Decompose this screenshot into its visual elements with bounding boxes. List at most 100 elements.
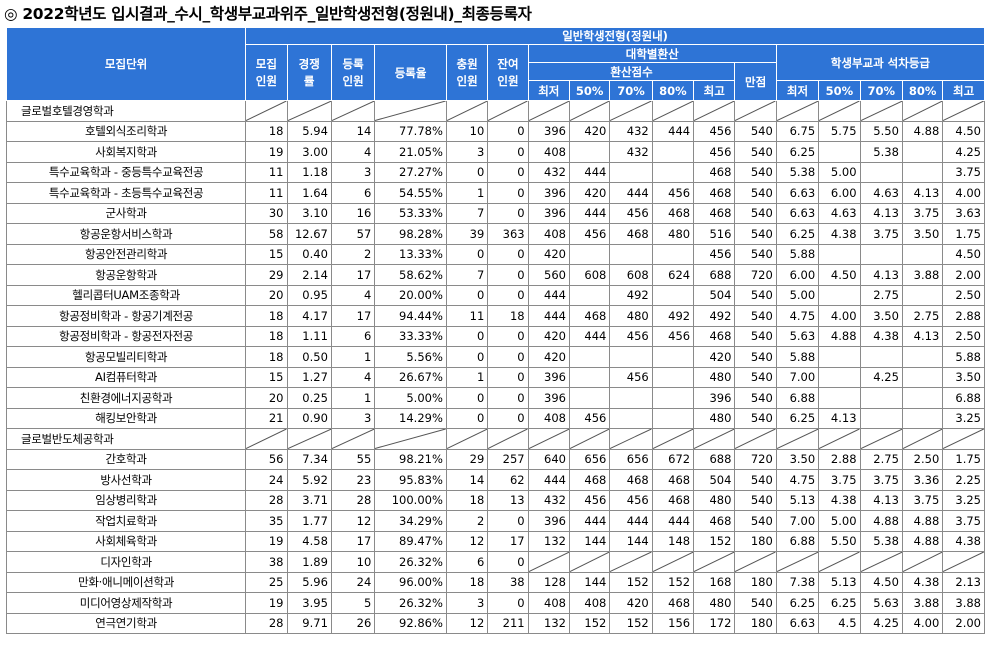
value-cell: 38 bbox=[245, 551, 288, 573]
value-cell: 6.75 bbox=[775, 120, 820, 142]
table-row: 간호학과 56 7.34 55 98.21% 29 257 640 656 656 672 688 72… bbox=[5, 448, 985, 470]
value-cell: 0 bbox=[487, 243, 529, 265]
empty-cell bbox=[734, 428, 777, 450]
unit-name-cell: 사회체육학과 bbox=[5, 530, 247, 552]
value-cell: 3.50 bbox=[775, 448, 820, 470]
value-cell: 0.50 bbox=[286, 346, 332, 368]
value-cell: 444 bbox=[568, 325, 611, 347]
value-cell: 480 bbox=[693, 592, 736, 614]
value-cell: 0 bbox=[487, 387, 529, 409]
value-cell: 89.47% bbox=[374, 530, 447, 552]
unit-name-cell: 헬리콥터UAM조종학과 bbox=[5, 284, 247, 306]
value-cell: 560 bbox=[527, 264, 570, 286]
value-cell: 444 bbox=[609, 510, 653, 532]
value-cell: 1.18 bbox=[286, 161, 332, 183]
value-cell: 7.00 bbox=[775, 366, 820, 388]
value-cell: 12.67 bbox=[286, 223, 332, 245]
value-cell: 15 bbox=[245, 243, 288, 265]
empty-cell bbox=[942, 428, 985, 450]
empty-cell bbox=[901, 551, 944, 573]
value-cell: 95.83% bbox=[374, 469, 447, 491]
value-cell: 18 bbox=[245, 346, 288, 368]
value-cell: 4 bbox=[330, 141, 376, 163]
value-cell: 4.50 bbox=[942, 120, 985, 142]
value-cell: 144 bbox=[568, 530, 611, 552]
value-cell: 0 bbox=[487, 510, 529, 532]
value-cell: 26.67% bbox=[374, 366, 447, 388]
value-cell: 11 bbox=[445, 305, 489, 327]
unit-name-cell: 연극연기학과 bbox=[5, 612, 247, 634]
value-cell: 1.27 bbox=[286, 366, 332, 388]
value-cell: 144 bbox=[568, 571, 611, 593]
value-cell: 3.88 bbox=[901, 592, 944, 614]
value-cell: 3.88 bbox=[901, 264, 944, 286]
empty-cell bbox=[734, 551, 777, 573]
value-cell: 6.25 bbox=[775, 141, 820, 163]
value-cell: 672 bbox=[651, 448, 695, 470]
value-cell: 432 bbox=[527, 161, 570, 183]
value-cell: 688 bbox=[693, 264, 736, 286]
value-cell: 688 bbox=[693, 448, 736, 470]
value-cell: 444 bbox=[527, 284, 570, 306]
value-cell: 4.13 bbox=[859, 264, 903, 286]
value-cell: 6 bbox=[330, 325, 376, 347]
value-cell: 5.00 bbox=[775, 284, 820, 306]
value-cell: 5.56% bbox=[374, 346, 447, 368]
value-cell: 4.75 bbox=[775, 469, 820, 491]
value-cell: 17 bbox=[330, 305, 376, 327]
value-cell: 21 bbox=[245, 407, 288, 429]
value-cell: 444 bbox=[527, 469, 570, 491]
value-cell: 432 bbox=[609, 120, 653, 142]
value-cell bbox=[609, 161, 653, 183]
value-cell: 468 bbox=[651, 592, 695, 614]
value-cell: 18 bbox=[245, 305, 288, 327]
value-cell: 98.28% bbox=[374, 223, 447, 245]
value-cell: 4.00 bbox=[942, 182, 985, 204]
value-cell: 6.88 bbox=[775, 387, 820, 409]
value-cell: 156 bbox=[651, 612, 695, 634]
value-cell: 4.17 bbox=[286, 305, 332, 327]
empty-cell bbox=[487, 428, 529, 450]
value-cell: 540 bbox=[734, 120, 777, 142]
value-cell bbox=[568, 243, 611, 265]
value-cell bbox=[901, 284, 944, 306]
value-cell: 0.90 bbox=[286, 407, 332, 429]
value-cell: 5.88 bbox=[775, 243, 820, 265]
table-row: 항공정비학과 - 항공전자전공 18 1.11 6 33.33% 0 0 420 444 456 4… bbox=[5, 325, 985, 347]
unit-name-cell: 특수교육학과 - 초등특수교육전공 bbox=[5, 182, 247, 204]
value-cell: 492 bbox=[693, 305, 736, 327]
value-cell bbox=[568, 141, 611, 163]
value-cell: 19 bbox=[245, 141, 288, 163]
value-cell: 28 bbox=[245, 489, 288, 511]
value-cell: 0 bbox=[487, 182, 529, 204]
table-row: 미디어영상제작학과 19 3.95 5 26.32% 3 0 408 408 420 468 480 5… bbox=[5, 592, 985, 614]
value-cell: 3 bbox=[445, 141, 489, 163]
value-cell: 540 bbox=[734, 489, 777, 511]
value-cell bbox=[859, 346, 903, 368]
value-cell: 6.00 bbox=[818, 182, 861, 204]
value-cell: 0 bbox=[487, 407, 529, 429]
value-cell: 17 bbox=[330, 530, 376, 552]
value-cell: 5.13 bbox=[818, 571, 861, 593]
value-cell: 492 bbox=[651, 305, 695, 327]
value-cell: 2.88 bbox=[942, 305, 985, 327]
value-cell: 2.13 bbox=[942, 571, 985, 593]
value-cell: 0 bbox=[445, 284, 489, 306]
value-cell bbox=[818, 366, 861, 388]
unit-name-cell: 글로벌반도체공학과 bbox=[5, 428, 247, 450]
value-cell: 4.25 bbox=[942, 141, 985, 163]
value-cell: 456 bbox=[609, 489, 653, 511]
value-cell: 96.00% bbox=[374, 571, 447, 593]
table-row: 호텔외식조리학과 18 5.94 14 77.78% 10 0 396 420 432 444 456… bbox=[5, 120, 985, 142]
value-cell: 3.00 bbox=[286, 141, 332, 163]
value-cell bbox=[568, 346, 611, 368]
value-cell: 540 bbox=[734, 141, 777, 163]
value-cell: 4.88 bbox=[901, 120, 944, 142]
empty-cell bbox=[374, 428, 447, 450]
value-cell: 62 bbox=[487, 469, 529, 491]
value-cell: 540 bbox=[734, 305, 777, 327]
value-cell: 57 bbox=[330, 223, 376, 245]
value-cell: 1.77 bbox=[286, 510, 332, 532]
value-cell: 540 bbox=[734, 243, 777, 265]
header-grade: 학생부교과 석차등급 bbox=[775, 44, 986, 81]
